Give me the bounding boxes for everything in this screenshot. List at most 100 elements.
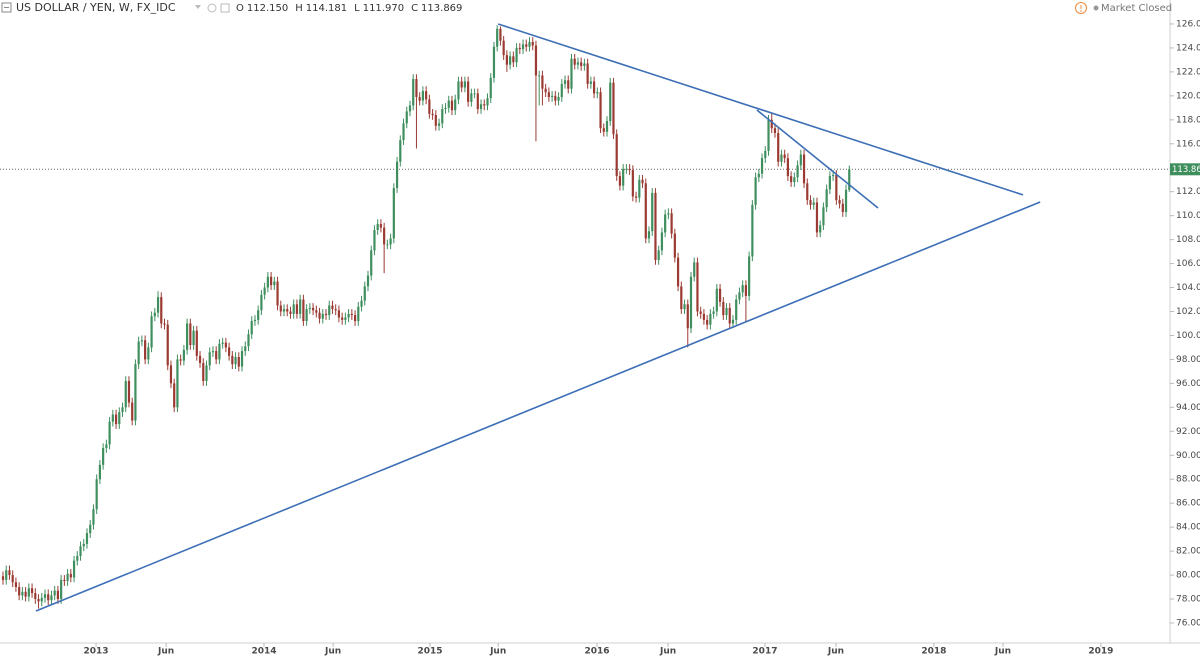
candle-body: [311, 307, 315, 311]
candle-body: [551, 95, 554, 98]
candle-body: [140, 340, 143, 342]
candle-body: [21, 591, 24, 596]
candle-body: [186, 323, 189, 350]
candle-body: [534, 45, 538, 76]
candle-body: [509, 56, 512, 65]
candle-body: [486, 98, 489, 106]
candle-body: [43, 594, 47, 598]
candle-body: [799, 154, 802, 166]
x-tick-label: Jun: [324, 647, 341, 656]
candle-body: [105, 444, 108, 449]
candle-body: [622, 168, 625, 186]
candle-body: [324, 313, 328, 316]
candle-body: [47, 594, 50, 601]
x-tick-label: 2014: [251, 647, 276, 656]
candle-body: [796, 165, 799, 178]
candle-body: [276, 281, 279, 306]
candle-body: [405, 111, 408, 124]
visibility-icon[interactable]: [207, 3, 217, 13]
y-tick-label: 104.000: [1176, 283, 1200, 293]
candle-body: [573, 58, 576, 65]
candle-body: [725, 307, 728, 316]
candle-body: [137, 341, 140, 365]
candle-body: [576, 62, 580, 65]
candle-body: [360, 300, 363, 307]
candle-body: [169, 365, 173, 384]
candle-body: [605, 121, 609, 132]
candle-body: [37, 599, 40, 602]
x-tick-label: Jun: [157, 647, 174, 656]
candle-body: [14, 582, 18, 588]
candle-body: [670, 213, 673, 234]
y-tick-label: 126.000: [1176, 19, 1200, 29]
candle-body: [664, 214, 667, 233]
candle-body: [211, 351, 215, 353]
y-tick-label: 110.000: [1176, 211, 1200, 221]
candle-body: [156, 297, 160, 313]
candle-body: [444, 107, 447, 110]
candle-body: [525, 44, 528, 47]
candle-body: [166, 324, 169, 366]
candle-body: [173, 383, 176, 408]
candle-body: [353, 315, 357, 322]
candle-body: [644, 183, 647, 239]
candle-body: [757, 173, 760, 178]
candle-body: [269, 276, 273, 286]
candle-body: [518, 47, 521, 50]
candle-body: [580, 62, 583, 66]
candle-body: [731, 319, 735, 324]
y-tick-label: 80.000: [1176, 571, 1200, 581]
header: US DOLLAR / YEN, W, FX_IDC O 112.150 H 114.…: [1, 1, 1172, 14]
x-tick-label: 2018: [921, 647, 946, 656]
candle-body: [828, 176, 831, 190]
y-tick-label: 108.000: [1176, 235, 1200, 245]
candle-body: [89, 524, 92, 534]
candle-body: [699, 311, 702, 314]
y-tick-label: 94.000: [1176, 403, 1200, 413]
candle-body: [712, 311, 715, 314]
candle-body: [8, 570, 11, 576]
candle-body: [205, 365, 208, 381]
candle-body: [82, 543, 85, 547]
candle-body: [295, 304, 299, 314]
y-tick-label: 82.000: [1176, 547, 1200, 557]
candle-body: [234, 357, 237, 365]
y-tick-label: 76.000: [1176, 618, 1200, 628]
y-tick-label: 92.000: [1176, 427, 1200, 437]
candle-body: [434, 115, 437, 126]
candle-body: [389, 238, 392, 245]
candle-body: [547, 92, 550, 98]
candle-body: [11, 575, 14, 583]
x-tick-label: Jun: [489, 647, 506, 656]
collapse-icon[interactable]: [1, 2, 12, 13]
candle-body: [421, 91, 425, 101]
candle-body: [260, 294, 263, 311]
candle-body: [218, 343, 221, 360]
candle-body: [786, 158, 789, 177]
candle-body: [66, 573, 69, 582]
candle-body: [302, 299, 305, 322]
candle-body: [431, 113, 434, 116]
candle-body: [263, 287, 266, 295]
ohlc-label: C: [411, 3, 418, 14]
candle-body: [754, 177, 757, 205]
candle-body: [176, 359, 179, 408]
x-tick-label: Jun: [827, 647, 844, 656]
candle-body: [822, 207, 825, 226]
candle-body: [395, 161, 399, 189]
candle-body: [231, 355, 234, 365]
candle-body: [92, 509, 95, 525]
candle-body: [680, 286, 683, 310]
ohlc-value: 114.181: [306, 3, 347, 14]
candle-body: [770, 119, 773, 129]
candle-body: [69, 573, 72, 578]
candle-body: [257, 310, 260, 320]
settings-icon[interactable]: [220, 3, 230, 13]
dropdown-icon[interactable]: [195, 5, 201, 9]
candle-body: [767, 119, 770, 151]
x-tick-label: 2016: [584, 647, 609, 656]
candle-body: [425, 91, 428, 100]
candle-body: [809, 200, 812, 205]
candle-body: [502, 40, 505, 56]
candle-body: [5, 570, 8, 580]
